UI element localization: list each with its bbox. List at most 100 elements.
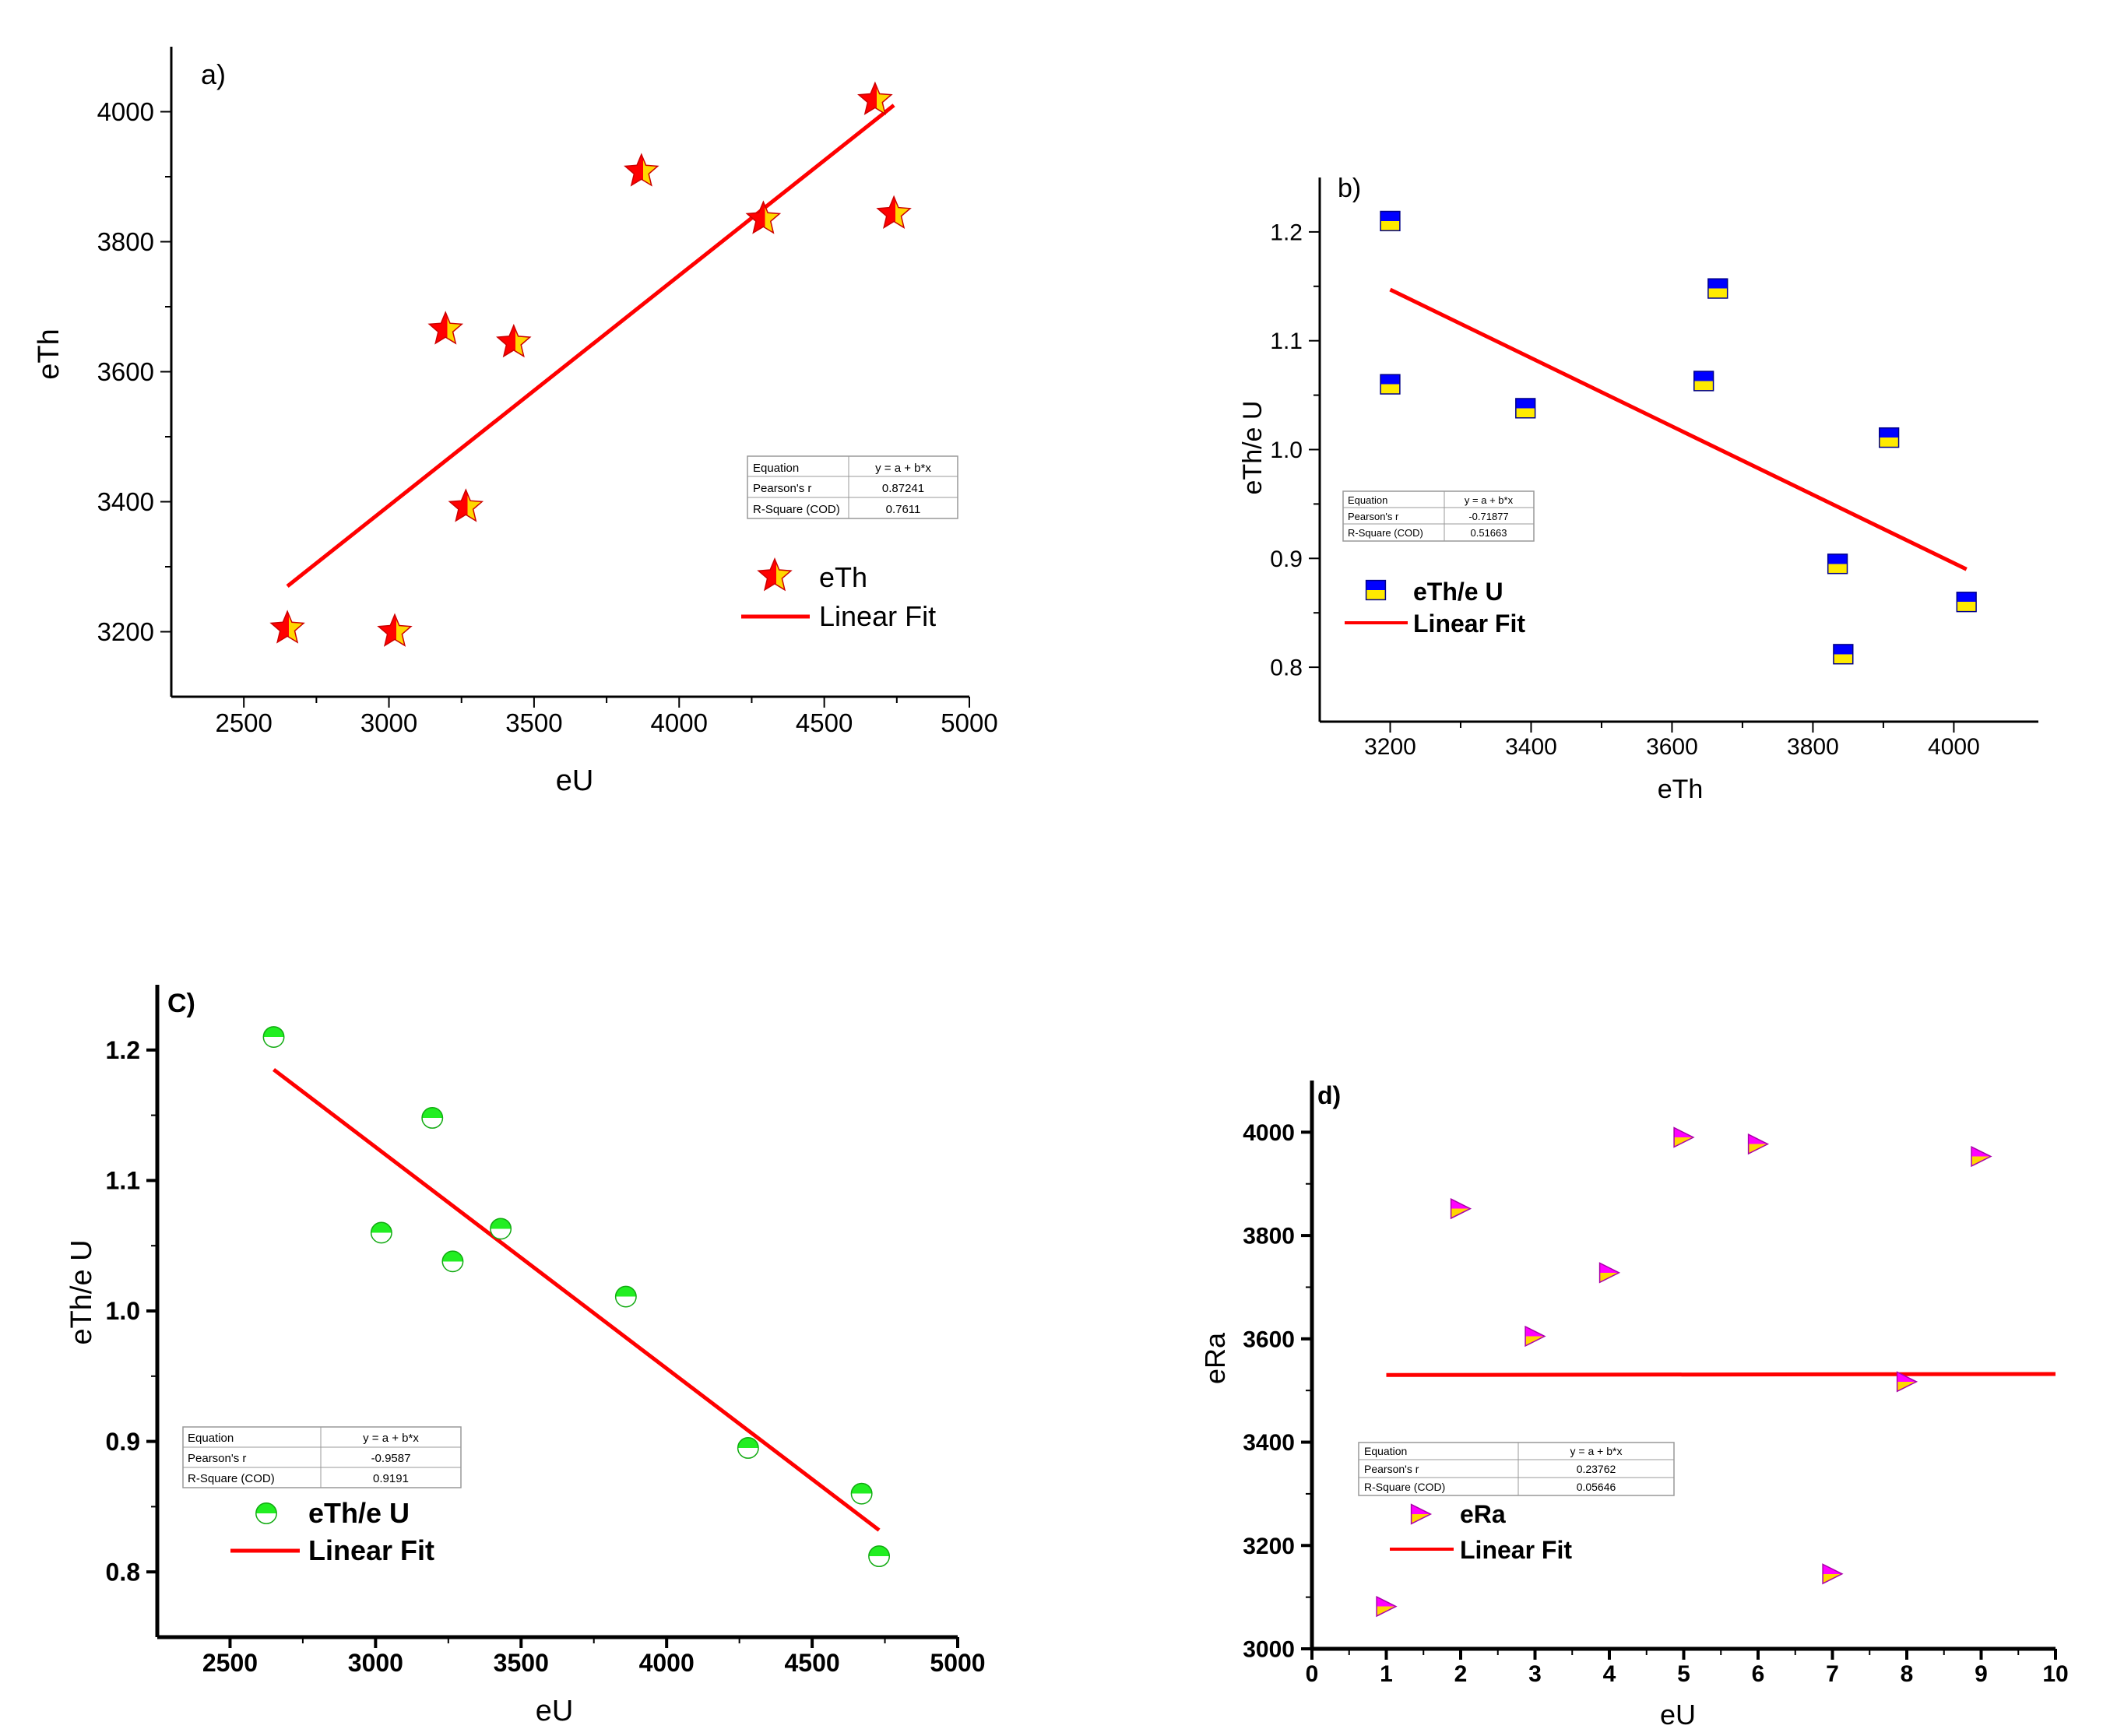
legend-symbol-c <box>255 1502 277 1524</box>
x-tick-label-a: 4500 <box>796 708 853 737</box>
panel-label-d: d) <box>1317 1081 1341 1109</box>
data-point-d <box>1598 1262 1621 1284</box>
stats-pearson-value-c: -0.9587 <box>371 1452 411 1465</box>
y-tick-label-b: 1.0 <box>1270 438 1303 463</box>
data-point-a <box>624 153 659 187</box>
stats-rsquare-value-c: 0.9191 <box>373 1472 409 1485</box>
data-point-d <box>1747 1133 1770 1155</box>
x-tick-label-b: 3600 <box>1646 734 1698 760</box>
data-point-c <box>421 1107 444 1129</box>
legend-a: eTh Linear Fit <box>741 557 936 632</box>
x-tick-label-a: 2500 <box>215 708 272 737</box>
panel-label-b: b) <box>1338 174 1361 203</box>
chart-panel-a: 2500 3000 3500 4000 4500 5000 3200 3400 3600 3800… <box>33 47 998 797</box>
y-axis-label-a: eTh <box>33 329 65 379</box>
data-point-a <box>876 195 912 229</box>
y-tick-label-c: 0.8 <box>106 1558 140 1586</box>
legend-marker-b <box>1365 579 1387 601</box>
data-point-b <box>1707 278 1728 299</box>
panel-label-c: C) <box>167 989 195 1018</box>
legend-c: eTh/e U Linear Fit <box>230 1497 434 1566</box>
x-tick-label-d: 7 <box>1826 1661 1839 1687</box>
y-tick-label-b: 0.8 <box>1270 655 1303 681</box>
x-axis-label-d: eU <box>1660 1699 1696 1731</box>
data-point-a <box>496 323 532 358</box>
fit-line-c <box>273 1067 881 1532</box>
stats-equation-value-c: y = a + b*x <box>363 1432 419 1445</box>
x-axis-label-a: eU <box>556 764 594 797</box>
data-point-c <box>737 1437 759 1459</box>
x-axis-label-b: eTh <box>1658 775 1704 804</box>
stats-table-b: Equation y = a + b*x Pearson's r -0.7187… <box>1342 490 1535 542</box>
stats-equation-value-a: y = a + b*x <box>875 462 931 475</box>
stats-pearson-value-a: 0.87241 <box>882 482 924 495</box>
x-tick-label-b: 3800 <box>1787 734 1839 760</box>
stats-equation-value-d: y = a + b*x <box>1570 1445 1623 1457</box>
stats-equation-label-b: Equation <box>1348 494 1387 506</box>
chart-panel-c: 2500 3000 3500 4000 4500 50000.80.91.01.11.2 … <box>65 985 986 1727</box>
data-point-c <box>850 1482 873 1505</box>
y-tick-label-c: 0.9 <box>106 1428 140 1456</box>
data-point-d <box>1896 1371 1918 1393</box>
plot-area-b: 3200 3400 3600 3800 4000 0.8 0.9 1.0 1.1 1.2 <box>1270 177 2038 760</box>
stats-equation-label-d: Equation <box>1364 1445 1407 1457</box>
data-point-a <box>857 81 893 115</box>
x-axis-label-c: eU <box>536 1695 574 1727</box>
stats-pearson-label-a: Pearson's r <box>753 482 811 495</box>
stats-pearson-label-c: Pearson's r <box>188 1452 246 1465</box>
stats-rsquare-value-b: 0.51663 <box>1471 527 1507 539</box>
data-point-b <box>1879 427 1900 448</box>
y-tick-label-d: 3200 <box>1243 1534 1295 1559</box>
y-tick-label-b: 1.2 <box>1270 220 1303 245</box>
y-tick-label-c: 1.0 <box>106 1297 140 1325</box>
data-point-c <box>490 1218 512 1240</box>
x-tick-label-d: 8 <box>1901 1661 1914 1687</box>
y-axis-label-c: eTh/e U <box>65 1239 98 1344</box>
x-tick-label-d: 4 <box>1603 1661 1616 1687</box>
data-point-c <box>441 1250 464 1273</box>
stats-rsquare-label-c: R-Square (COD) <box>188 1472 275 1485</box>
data-point-b <box>1380 210 1401 232</box>
fit-line-d <box>1386 1372 2056 1377</box>
y-tick-label-d: 3000 <box>1243 1637 1295 1663</box>
x-tick-label-a: 3000 <box>360 708 417 737</box>
plot-area-a: 2500 3000 3500 4000 4500 5000 3200 3400 3600 3800… <box>97 47 998 737</box>
stats-equation-label-c: Equation <box>188 1432 234 1445</box>
fit-line-b <box>1389 287 1968 571</box>
data-point-b <box>1833 644 1854 665</box>
legend-marker-a <box>757 557 793 592</box>
y-tick-label-d: 4000 <box>1243 1120 1295 1146</box>
stats-equation-value-b: y = a + b*x <box>1465 494 1514 506</box>
y-tick-label-a: 3400 <box>97 487 154 516</box>
data-point-d <box>1524 1325 1546 1348</box>
legend-series-label-d: eRa <box>1460 1500 1506 1528</box>
legend-fit-label-b: Linear Fit <box>1413 610 1525 638</box>
x-tick-label-a: 4000 <box>651 708 708 737</box>
x-tick-label-c: 5000 <box>930 1649 985 1677</box>
y-tick-label-b: 0.9 <box>1270 546 1303 572</box>
data-point-d <box>1450 1197 1472 1220</box>
x-tick-label-c: 4500 <box>784 1649 839 1677</box>
data-point-a <box>745 200 782 234</box>
plot-area-c: 2500 3000 3500 4000 4500 5000 0.8 0.9 1.0 1.1 1.2 <box>106 985 986 1677</box>
legend-b: eTh/e U Linear Fit <box>1345 578 1525 638</box>
x-tick-label-a: 5000 <box>941 708 997 737</box>
x-tick-label-c: 3500 <box>494 1649 549 1677</box>
x-tick-label-a: 3500 <box>505 708 562 737</box>
data-point-a <box>427 311 464 345</box>
x-tick-label-d: 9 <box>1975 1661 1988 1687</box>
legend-marker-d <box>1410 1503 1433 1525</box>
x-tick-label-d: 1 <box>1380 1661 1393 1687</box>
data-point-c <box>370 1221 392 1244</box>
x-tick-label-d: 5 <box>1677 1661 1690 1687</box>
x-tick-label-b: 3200 <box>1364 734 1416 760</box>
data-point-d <box>1376 1595 1398 1618</box>
data-point-c <box>614 1285 637 1308</box>
y-tick-label-d: 3800 <box>1243 1224 1295 1249</box>
x-tick-label-b: 4000 <box>1928 734 1980 760</box>
plot-area-d: 0 1 2 3 4 5 6 7 8 9 10 3000 3200 3400 3600 3800 4000 <box>1243 1081 2069 1687</box>
y-tick-label-a: 3600 <box>97 357 154 386</box>
legend-symbol-b <box>1365 579 1387 601</box>
data-point-b <box>1693 371 1714 392</box>
